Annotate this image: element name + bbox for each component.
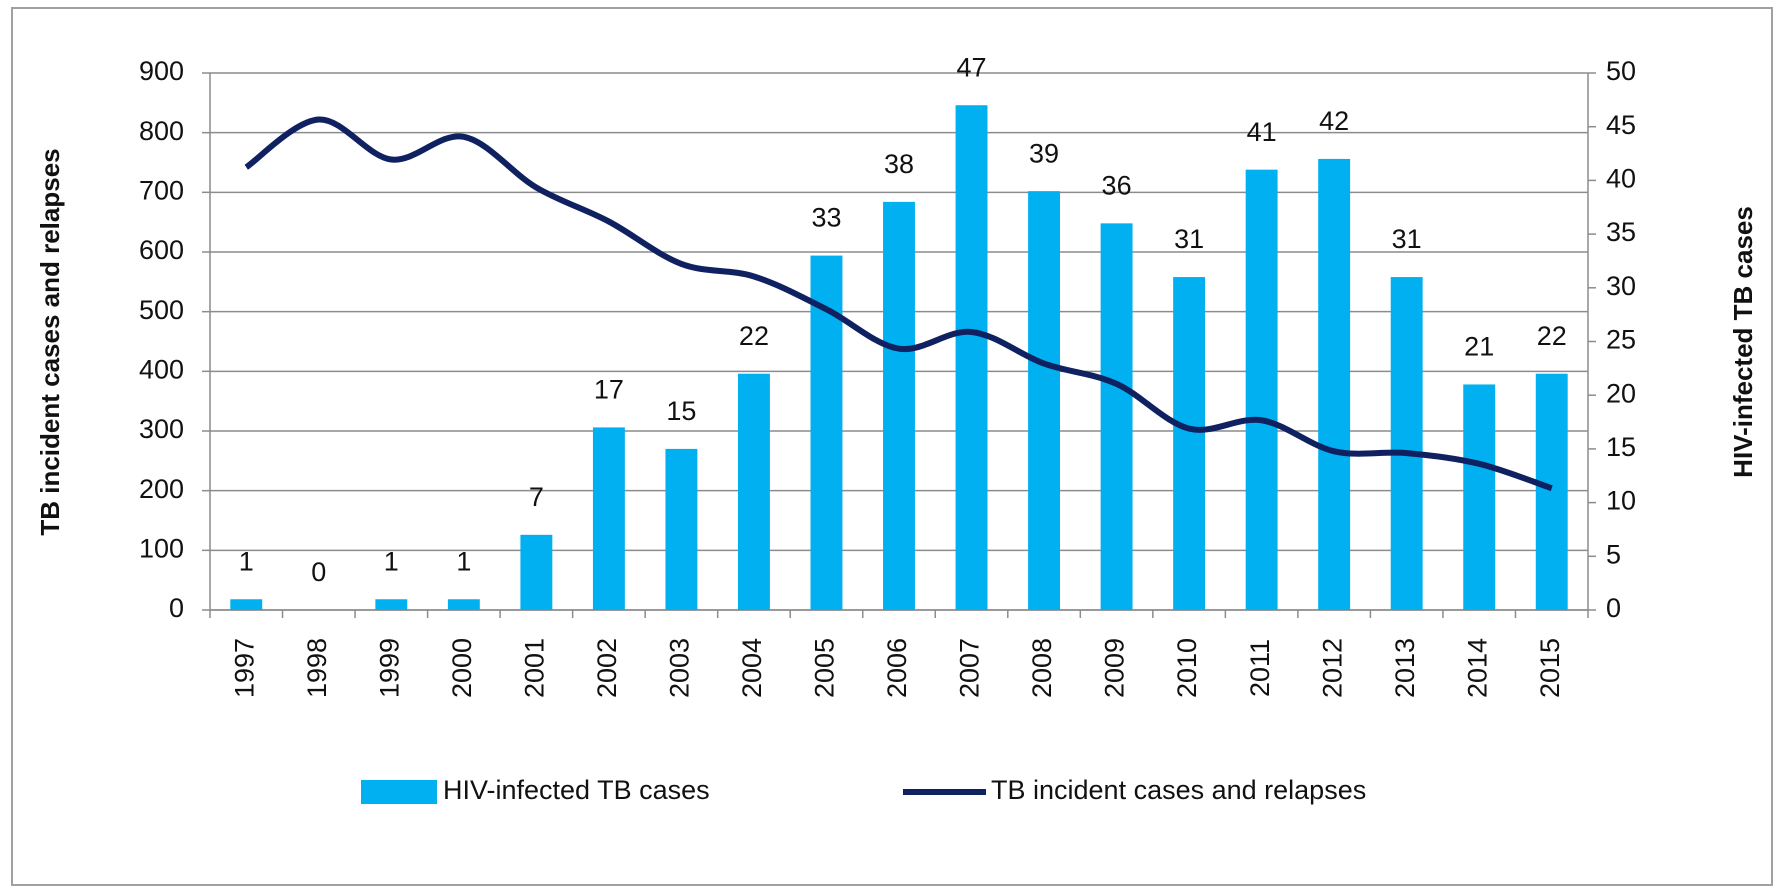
bar [665, 448, 698, 610]
x-tick-label: 2002 [592, 638, 622, 698]
x-tick-label: 2006 [882, 638, 912, 698]
x-tick-label: 2012 [1317, 638, 1347, 698]
y-tick-label: 0 [169, 593, 184, 623]
x-tick-label: 2000 [447, 638, 477, 698]
legend-label: TB incident cases and relapses [991, 775, 1366, 805]
data-label: 15 [666, 396, 696, 426]
data-label: 22 [1537, 321, 1567, 351]
bar [955, 105, 988, 610]
bar [1100, 223, 1133, 611]
data-label: 17 [594, 375, 624, 405]
y2-axis-title: HIV-infected TB cases [1728, 206, 1758, 478]
x-tick-label: 2011 [1245, 639, 1275, 697]
data-label: 22 [739, 321, 769, 351]
data-label: 47 [957, 52, 987, 82]
bar [1245, 169, 1278, 610]
y2-tick-label: 25 [1606, 325, 1636, 355]
data-label: 36 [1102, 170, 1132, 200]
y-tick-label: 100 [139, 533, 184, 563]
y-tick-label: 500 [139, 295, 184, 325]
y2-tick-label: 50 [1606, 56, 1636, 86]
x-tick-label: 2014 [1462, 638, 1492, 698]
data-label: 0 [311, 557, 326, 587]
bar [375, 599, 408, 610]
x-tick-label: 1999 [374, 638, 404, 698]
bar [1173, 277, 1206, 610]
y2-tick-label: 30 [1606, 271, 1636, 301]
legend-swatch [361, 780, 437, 804]
frame [11, 7, 1773, 886]
bar [592, 427, 625, 610]
legend-label: HIV-infected TB cases [443, 775, 710, 805]
bar [1463, 384, 1496, 610]
data-label: 33 [811, 203, 841, 233]
data-label: 31 [1392, 224, 1422, 254]
y2-tick-label: 45 [1606, 110, 1636, 140]
y-axis-title: TB incident cases and relapses [35, 148, 65, 535]
bar [1535, 373, 1568, 610]
y2-tick-label: 5 [1606, 539, 1621, 569]
x-tick-label: 2010 [1172, 638, 1202, 698]
x-tick-label: 2001 [519, 638, 549, 698]
line [244, 116, 1553, 492]
x-tick-label: 2013 [1390, 638, 1420, 698]
y-tick-label: 900 [139, 56, 184, 86]
y2-tick-label: 10 [1606, 486, 1636, 516]
y2-tick-label: 35 [1606, 217, 1636, 247]
data-label: 21 [1464, 332, 1494, 362]
x-tick-label: 2009 [1100, 638, 1130, 698]
data-label: 7 [529, 482, 544, 512]
bar [447, 599, 480, 610]
bar [883, 201, 915, 610]
x-tick-label: 1997 [229, 638, 259, 698]
x-tick-label: 2015 [1535, 638, 1565, 698]
x-tick-label: 2005 [810, 638, 840, 698]
y-tick-label: 600 [139, 235, 184, 265]
x-tick-label: 2004 [737, 638, 767, 698]
bar [230, 599, 263, 610]
data-label: 1 [384, 546, 399, 576]
y-tick-label: 200 [139, 474, 184, 504]
bar [1318, 158, 1351, 611]
y-tick-label: 400 [139, 354, 184, 384]
y-tick-label: 300 [139, 414, 184, 444]
data-label: 42 [1319, 106, 1349, 136]
data-label: 38 [884, 149, 914, 179]
data-label: 41 [1247, 117, 1277, 147]
x-tick-label: 2003 [665, 638, 695, 698]
data-label: 1 [239, 546, 254, 576]
y-tick-label: 700 [139, 175, 184, 205]
y2-tick-label: 20 [1606, 378, 1636, 408]
y-tick-label: 800 [139, 116, 184, 146]
bar [737, 373, 770, 610]
data-label: 31 [1174, 224, 1204, 254]
y2-tick-label: 0 [1606, 593, 1621, 623]
bar [1390, 277, 1423, 610]
data-label: 1 [456, 546, 471, 576]
x-tick-label: 2007 [955, 638, 985, 698]
x-tick-label: 1998 [302, 638, 332, 698]
y2-tick-label: 40 [1606, 164, 1636, 194]
bar [520, 534, 553, 610]
y2-tick-label: 15 [1606, 432, 1636, 462]
x-tick-label: 2008 [1027, 638, 1057, 698]
bar [1028, 191, 1061, 610]
data-label: 39 [1029, 138, 1059, 168]
